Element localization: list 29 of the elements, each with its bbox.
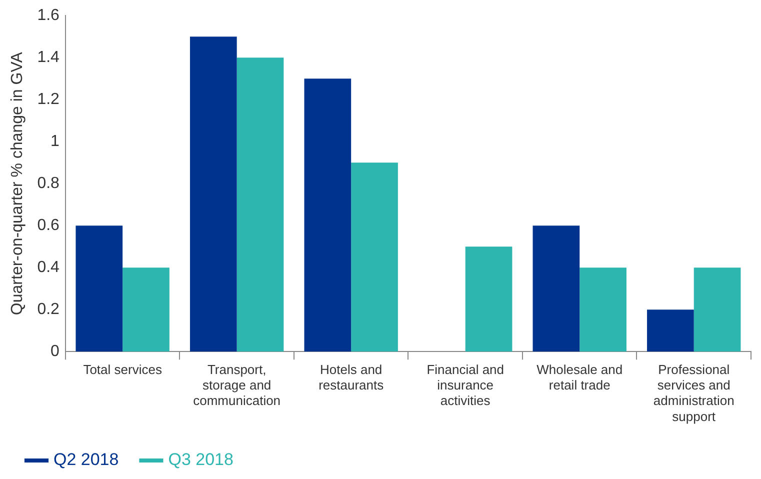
bar: [694, 268, 741, 352]
bar: [122, 268, 170, 352]
y-tick-label: 0: [50, 343, 60, 360]
bar: [304, 78, 352, 352]
x-tick-label: Transport, storage and communication: [193, 362, 281, 408]
bar: [76, 226, 123, 352]
y-tick-label: 0.6: [37, 217, 60, 234]
bar: [351, 162, 398, 352]
y-tick-label: 1.6: [37, 7, 60, 24]
y-tick-label: 0.8: [37, 175, 60, 192]
x-tick-label: Hotels and restaurants: [318, 362, 384, 393]
bar: [236, 58, 284, 352]
bar: [647, 310, 694, 352]
y-tick-label: 1.4: [37, 49, 60, 66]
legend-label: Q2 2018: [54, 450, 119, 470]
y-tick-label: 1.2: [37, 91, 60, 108]
bar: [580, 268, 626, 352]
bar: [465, 246, 512, 352]
x-tick-label: Total services: [83, 362, 162, 377]
y-tick-label: 0.4: [37, 259, 60, 276]
legend-label: Q3 2018: [168, 450, 234, 470]
x-tick-label: Financial and insurance activities: [426, 362, 504, 408]
y-tick-label: 1: [50, 133, 60, 150]
bar: [190, 36, 237, 352]
x-tick-label: Professional services and administration support: [653, 362, 734, 424]
y-axis-title: Quarter-on-quarter % change in GVA: [9, 52, 26, 316]
x-tick-label: Wholesale and retail trade: [536, 362, 623, 393]
bar: [532, 226, 580, 352]
y-tick-label: 0.2: [37, 301, 60, 318]
